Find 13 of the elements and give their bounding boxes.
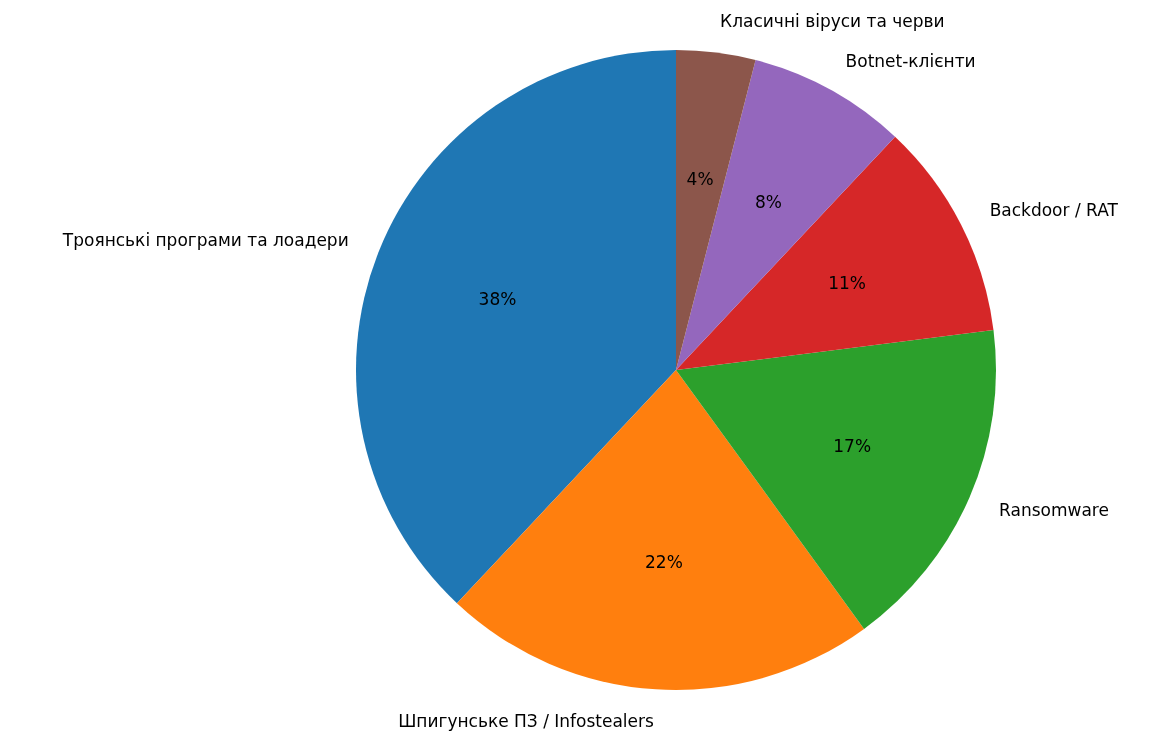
slice-label: Троянські програми та лоадери [61,230,349,251]
data-label: 4% [686,169,714,190]
data-label: 17% [833,436,872,457]
data-label: 38% [478,289,517,310]
pie-slice [676,50,756,370]
data-label: 8% [755,191,782,212]
slice-label: Класичні віруси та черви [720,10,945,31]
slice-label: Botnet-клієнти [845,51,976,72]
slice-label: Backdoor / RAT [989,200,1119,221]
slice-label: Шпигунське ПЗ / Infostealers [398,711,655,732]
slice-label: Ransomware [999,499,1109,520]
data-label: 11% [828,272,866,293]
data-label: 22% [645,551,683,572]
